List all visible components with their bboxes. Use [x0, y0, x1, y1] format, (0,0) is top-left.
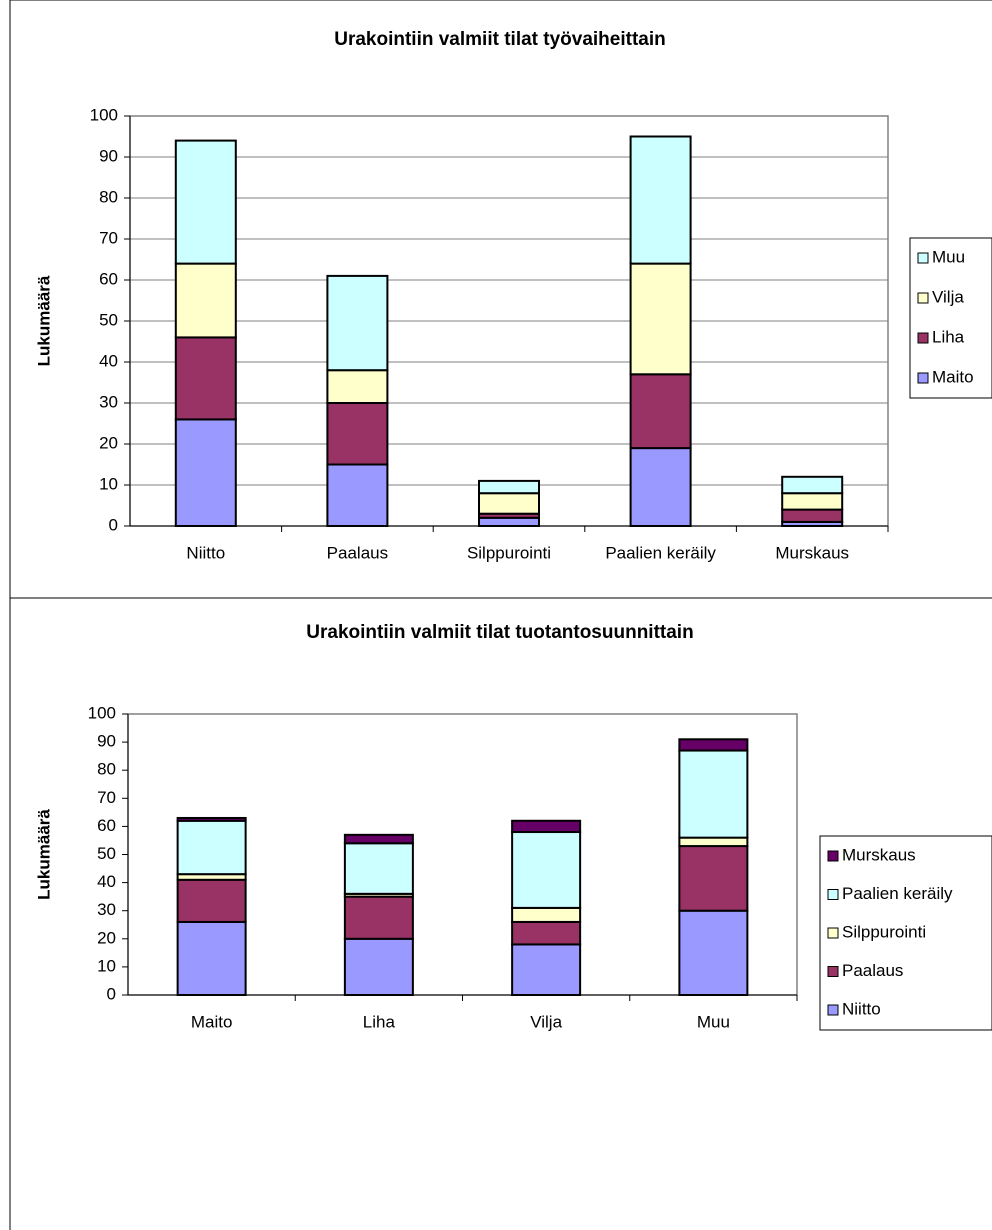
bar-segment	[343, 842, 414, 895]
bar-segment	[176, 819, 247, 876]
y-tick-label: 40	[97, 872, 116, 891]
y-tick-label: 90	[99, 146, 118, 165]
bar-segment	[678, 909, 749, 997]
y-tick-label: 0	[107, 984, 116, 1003]
chart-title: Urakointiin valmiit tilat tuotantosuunni…	[306, 622, 693, 643]
x-tick-label: Vilja	[530, 1012, 562, 1031]
y-tick-label: 40	[99, 351, 118, 370]
bar-segment	[174, 262, 237, 339]
bar-segment	[174, 336, 237, 421]
x-tick-label: Maito	[191, 1012, 233, 1031]
bar-segment	[781, 508, 844, 523]
bar-segment	[511, 920, 582, 946]
bar-segment	[176, 920, 247, 996]
bar-segment	[678, 845, 749, 912]
bar-segment	[326, 463, 389, 527]
y-tick-label: 50	[97, 844, 116, 863]
bar-segment	[511, 943, 582, 996]
y-tick-label: 10	[99, 474, 118, 493]
legend-swatch	[917, 372, 929, 384]
bar-segment	[174, 418, 237, 527]
chart-title: Urakointiin valmiit tilat työvaiheittain	[334, 29, 666, 50]
bar-segment	[511, 831, 582, 909]
legend-label: Vilja	[932, 287, 964, 306]
legend-swatch	[827, 1004, 839, 1016]
y-tick-label: 30	[97, 900, 116, 919]
bar-segment	[678, 738, 749, 752]
bar-segment	[678, 836, 749, 848]
bar-segment	[511, 906, 582, 923]
bar-segment	[174, 139, 237, 265]
bar-segment	[629, 135, 692, 265]
x-tick-label: Niitto	[186, 543, 225, 562]
legend-label: Liha	[932, 327, 965, 346]
bar-segment	[629, 262, 692, 376]
bar-segment	[781, 492, 844, 511]
y-axis-label: Lukumäärä	[34, 275, 53, 366]
y-tick-label: 80	[97, 760, 116, 779]
y-tick-label: 50	[99, 310, 118, 329]
x-tick-label: Liha	[363, 1012, 396, 1031]
bar-segment	[326, 369, 389, 405]
y-tick-label: 30	[99, 392, 118, 411]
y-tick-label: 100	[88, 703, 116, 722]
bar-segment	[343, 937, 414, 996]
bar-segment	[478, 492, 540, 515]
legend-swatch	[917, 292, 929, 304]
y-tick-label: 100	[90, 105, 118, 124]
y-tick-label: 90	[97, 732, 116, 751]
legend-swatch	[827, 889, 839, 900]
x-tick-label: Murskaus	[775, 543, 849, 562]
x-tick-label: Silppurointi	[467, 543, 551, 562]
legend-label: Maito	[932, 367, 974, 386]
legend-label: Silppurointi	[842, 922, 926, 941]
bar-segment	[326, 402, 389, 466]
bar-segment	[781, 475, 844, 495]
bar-segment	[326, 274, 389, 372]
legend-label: Niitto	[842, 999, 881, 1018]
legend-label: Murskaus	[842, 845, 916, 864]
bar-segment	[511, 819, 582, 834]
legend-swatch	[827, 850, 839, 862]
y-tick-label: 10	[97, 956, 116, 975]
legend-swatch	[917, 332, 929, 344]
y-tick-label: 20	[97, 928, 116, 947]
y-tick-label: 20	[99, 433, 118, 452]
y-axis-label: Lukumäärä	[34, 809, 53, 900]
y-tick-label: 80	[99, 187, 118, 206]
y-tick-label: 0	[109, 515, 118, 534]
bar-segment	[478, 479, 540, 495]
x-tick-label: Muu	[697, 1012, 730, 1031]
y-tick-label: 70	[97, 788, 116, 807]
y-tick-label: 70	[99, 228, 118, 247]
bar-segment	[176, 816, 247, 822]
bar-segment	[478, 516, 540, 527]
legend-label: Paalaus	[842, 961, 903, 980]
bar-segment	[629, 373, 692, 450]
legend-label: Muu	[932, 247, 965, 266]
legend-swatch	[827, 927, 839, 939]
legend-swatch	[917, 252, 929, 264]
x-tick-label: Paalaus	[327, 543, 388, 562]
legend-box	[909, 237, 992, 399]
bar-segment	[343, 895, 414, 940]
bar-segment	[176, 878, 247, 923]
legend-label: Paalien keräily	[842, 884, 953, 903]
x-tick-label: Paalien keräily	[605, 543, 716, 562]
y-tick-label: 60	[97, 816, 116, 835]
bar-segment	[629, 447, 692, 528]
bar-segment	[343, 833, 414, 845]
bar-segment	[678, 749, 749, 839]
legend-swatch	[827, 966, 839, 977]
legend-box	[819, 835, 992, 1031]
y-tick-label: 60	[99, 269, 118, 288]
